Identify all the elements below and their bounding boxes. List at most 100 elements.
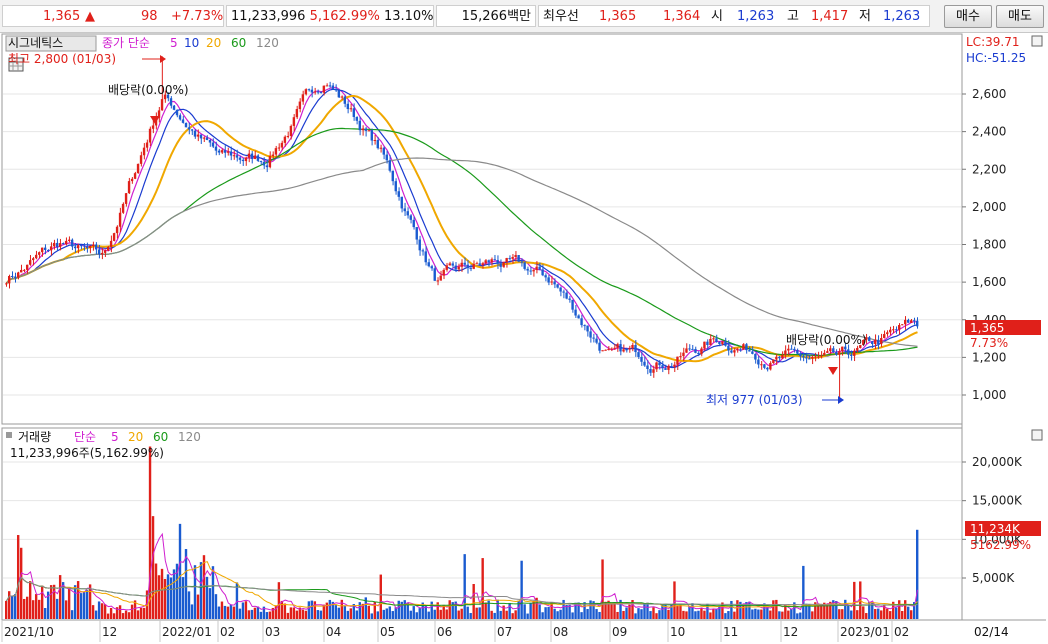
volume-bar	[487, 600, 490, 619]
candle-body	[418, 239, 421, 251]
price-cell: 1,365 ▲ 98 +7.73%	[2, 5, 224, 27]
high-value: 1,417	[811, 9, 849, 24]
volume-bar	[7, 591, 11, 619]
candle-body	[490, 259, 493, 263]
volume-bar	[73, 585, 77, 619]
price-panel-close-icon[interactable]	[1031, 35, 1043, 47]
candle-body	[187, 127, 191, 130]
volume-bar	[223, 605, 227, 619]
candle-body	[787, 348, 790, 351]
candle-body	[382, 147, 385, 155]
candle-body	[181, 119, 185, 123]
candle-body	[37, 252, 41, 255]
candle-body	[592, 337, 595, 339]
volume-bar	[904, 600, 907, 619]
candle-body	[277, 147, 281, 149]
buy-button[interactable]: 매수	[944, 5, 992, 28]
volume-bar	[898, 600, 901, 619]
volume-bar	[670, 604, 673, 619]
volume-bar	[265, 612, 269, 619]
volume-bar	[568, 604, 571, 619]
candle-body	[715, 338, 718, 343]
volume-bar	[37, 599, 41, 619]
volume-bar	[868, 602, 871, 619]
volume-bar	[205, 576, 209, 619]
candle-body	[364, 128, 368, 131]
candle-body	[199, 134, 203, 139]
volume-bar	[715, 609, 718, 619]
candle-body	[796, 350, 799, 354]
candle-body	[52, 242, 56, 247]
current-change-pct: 7.73%	[970, 336, 1008, 350]
volume-bar	[322, 604, 326, 619]
volume-bar	[10, 595, 14, 619]
candle-body	[589, 331, 592, 338]
volume-bar	[682, 610, 685, 619]
x-tick-label: 12	[102, 625, 117, 639]
volume-bar	[388, 606, 391, 619]
volume-bar	[781, 611, 784, 619]
volume-bar	[85, 590, 89, 619]
stock-name-box[interactable]	[5, 35, 97, 52]
candle-body	[412, 219, 415, 228]
volume-bar	[601, 559, 604, 619]
candle-body	[322, 85, 326, 93]
volume-bar	[466, 606, 469, 619]
volume-bar	[784, 604, 787, 619]
volume-bar	[316, 610, 320, 619]
volume-bar	[463, 554, 466, 619]
volume-legend-prefix: 단순	[74, 430, 96, 444]
stock-chart[interactable]: 2,6002,4002,2002,0001,8001,6001,4001,200…	[0, 32, 1048, 644]
volume-bar	[613, 602, 616, 619]
vol-legend-ma5: 5	[111, 430, 119, 444]
candle-body	[745, 344, 748, 351]
low-label: 저	[859, 9, 871, 24]
candle-body	[103, 250, 107, 253]
candle-body	[433, 268, 436, 281]
panel-close-icon[interactable]	[1031, 429, 1043, 441]
candle-body	[295, 109, 299, 118]
volume-bar	[514, 610, 517, 619]
volume-bar	[400, 601, 403, 619]
volume-bar	[646, 602, 649, 619]
candle-body	[673, 364, 676, 367]
volume-bar	[331, 601, 335, 619]
candle-body	[76, 245, 80, 249]
candle-body	[64, 240, 68, 245]
candle-body	[583, 325, 586, 327]
volume-bar	[691, 603, 694, 619]
volume-bar	[142, 607, 146, 619]
price-legend-prefix: 종가 단순	[102, 36, 150, 50]
volume-bar	[220, 601, 224, 619]
candle-body	[706, 341, 709, 345]
volume-bar	[685, 611, 688, 619]
candle-body	[175, 109, 179, 116]
candle-body	[193, 130, 197, 137]
volume-bar	[559, 609, 562, 619]
volume-bar	[607, 600, 610, 619]
volume-bar	[823, 602, 826, 619]
candle-body	[115, 226, 119, 234]
volume-bar	[742, 604, 745, 619]
volume-bar	[520, 560, 523, 619]
sell-button[interactable]: 매도	[996, 5, 1044, 28]
candle-body	[394, 181, 397, 192]
candle-body	[865, 337, 868, 340]
volume-bar	[367, 605, 370, 619]
open-label: 시	[711, 9, 723, 24]
candle-body	[601, 350, 604, 352]
candle-body	[790, 348, 793, 350]
candle-body	[226, 151, 230, 153]
price-change-pct: +7.73%	[171, 9, 224, 24]
candle-body	[586, 325, 589, 332]
x-tick-label: 09	[612, 625, 627, 639]
candle-body	[232, 155, 236, 157]
candle-body	[61, 243, 65, 245]
candle-body	[751, 351, 754, 354]
volume-bar	[526, 613, 529, 619]
calendar-icon[interactable]	[8, 57, 24, 72]
volume-bar	[589, 600, 592, 619]
volume-bar	[172, 569, 176, 619]
candle-body	[604, 349, 607, 351]
candle-body	[769, 363, 772, 370]
